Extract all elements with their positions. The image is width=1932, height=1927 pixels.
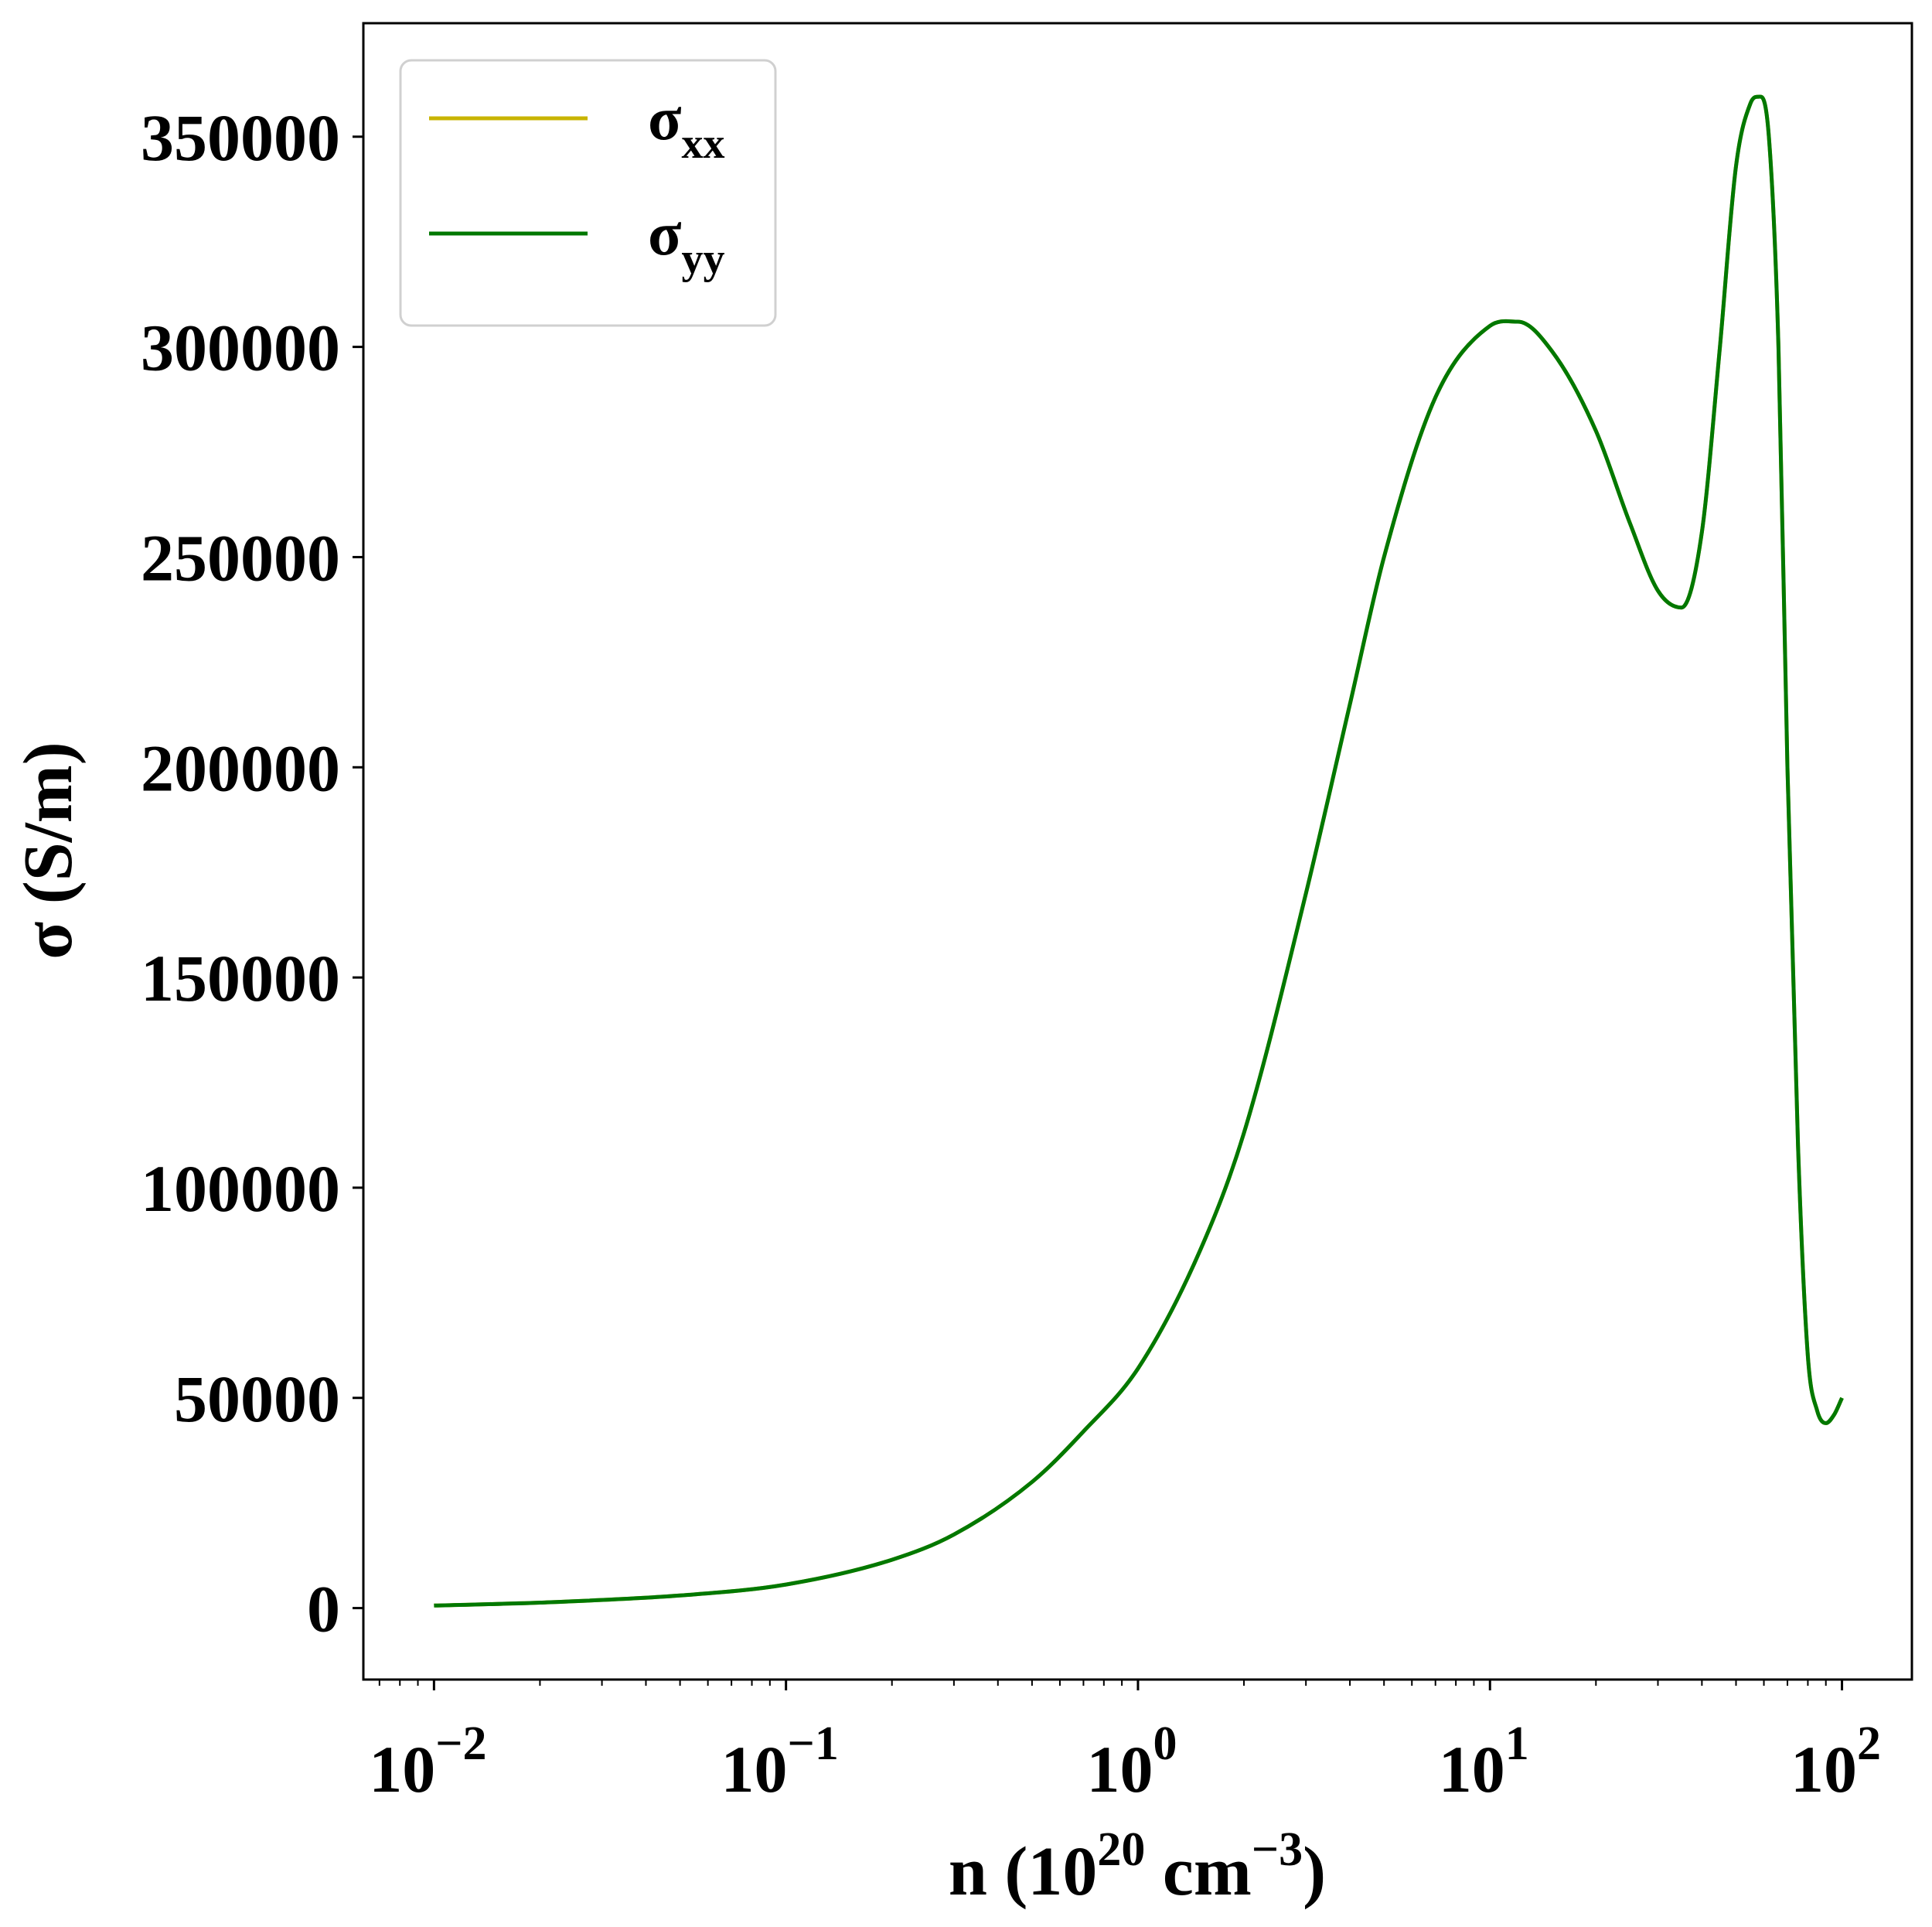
x-tick-label-exponent: 2 [1857,1717,1881,1770]
y-tick-label: 250000 [141,520,340,595]
y-tick-label: 150000 [141,941,340,1015]
y-tick-label: 50000 [174,1362,340,1436]
y-tick-label: 100000 [141,1151,340,1226]
x-tick-label: 101 [1439,1717,1529,1806]
x-tick-label: 102 [1791,1717,1881,1806]
legend: σxx σyy [399,59,777,327]
x-tick-label: 100 [1086,1717,1177,1806]
y-tick-label: 300000 [141,311,340,385]
x-tick-label-exponent: −1 [787,1717,838,1770]
x-tick-label-exponent: −2 [435,1717,486,1770]
x-tick-label-base: 10 [1086,1732,1153,1806]
x-tick-label-base: 10 [369,1732,435,1806]
x-ticks: 10−2 10−1 100 101 102 [369,1680,1881,1806]
series-layer [434,94,1844,1608]
x-axis-title-mid: cm [1145,1833,1251,1910]
y-ticks: 0 50000 100000 150000 200000 250000 300000 3500… [141,101,363,1646]
y-tick-label: 0 [307,1572,340,1646]
legend-label-sigma-xx: σxx [648,85,725,168]
y-axis-title: σ (S/m) [10,742,87,959]
x-tick-label: 10−1 [721,1717,838,1806]
x-tick-label-base: 10 [1439,1732,1505,1806]
x-axis-title-exp2: −3 [1252,1823,1303,1876]
x-axis-title-post: ) [1303,1833,1326,1910]
x-tick-label: 10−2 [369,1717,486,1806]
legend-label-sigma-xx-sub: xx [682,120,725,168]
series-line-sigma-yy [434,94,1844,1608]
y-tick-label: 200000 [141,731,340,805]
x-tick-label-base: 10 [721,1732,787,1806]
x-tick-label-exponent: 1 [1505,1717,1529,1770]
legend-frame [399,59,777,327]
y-tick-label: 350000 [141,101,340,175]
x-axis-title-exp1: 20 [1097,1823,1145,1876]
legend-label-sigma-xx-base: σ [648,85,682,153]
x-axis-title-pre: n (10 [949,1833,1098,1910]
x-tick-label-exponent: 0 [1153,1717,1177,1770]
legend-label-sigma-yy: σyy [648,200,725,283]
legend-label-sigma-yy-sub: yy [682,235,725,283]
x-axis-title: n (1020 cm−3) [949,1823,1326,1910]
legend-label-sigma-yy-base: σ [648,200,682,268]
x-tick-label-base: 10 [1791,1732,1857,1806]
